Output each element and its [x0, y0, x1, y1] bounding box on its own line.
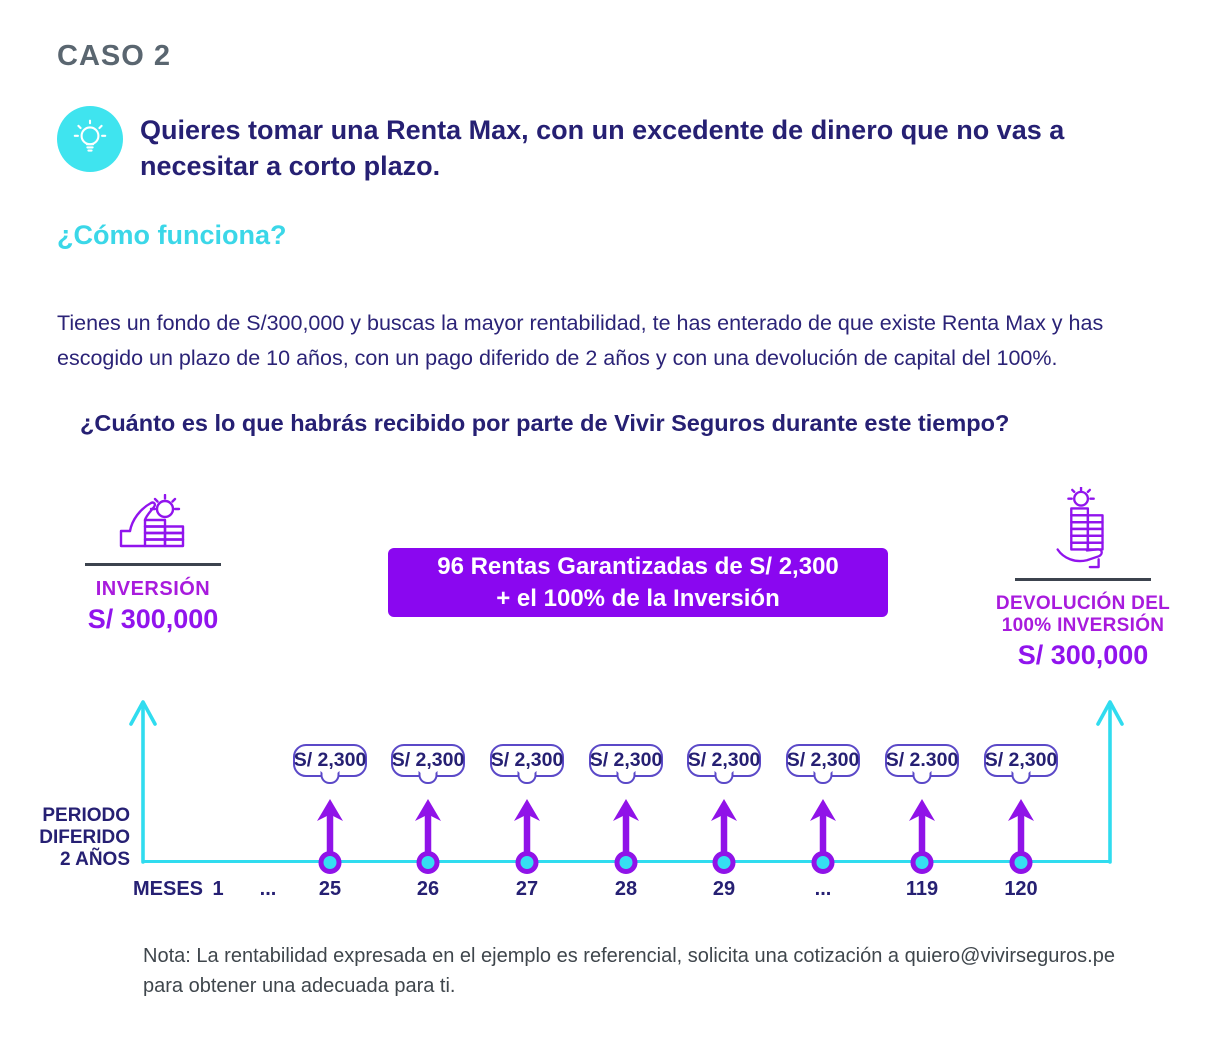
payment-marker: S/ 2.300 119 [882, 744, 962, 909]
month-label: 119 [905, 878, 939, 900]
up-arrow-purple-icon [711, 798, 737, 874]
payment-amount: S/ 2,300 [293, 749, 367, 771]
up-arrow-purple-icon [613, 798, 639, 874]
how-it-works-heading: ¿Cómo funciona? [57, 220, 287, 250]
period-line3: 2 AÑOS [59, 848, 130, 870]
month-1-label: 1 [212, 878, 224, 900]
month-label: 27 [515, 878, 539, 900]
axis-ellipsis: ... [259, 878, 277, 900]
investment-label: INVERSIÓN [95, 578, 211, 600]
footnote: Nota: La rentabilidad expresada en el ej… [143, 945, 1115, 997]
refund-block: DEVOLUCIÓN DEL 100% INVERSIÓN S/ 300,000 [995, 487, 1171, 671]
up-arrow-purple-icon [810, 798, 836, 874]
payment-marker: S/ 2,300 25 [290, 744, 370, 909]
banner-line1: 96 Rentas Garantizadas de S/ 2,300 [437, 553, 839, 581]
payment-marker: S/ 2,300 26 [388, 744, 468, 909]
up-arrow-purple-icon [514, 798, 540, 874]
description-paragraph: Tienes un fondo de S/300,000 y buscas la… [57, 311, 1104, 370]
up-arrow-cyan-icon [129, 700, 157, 864]
up-arrow-cyan-icon [1096, 700, 1124, 864]
divider [85, 563, 221, 566]
payment-amount: S/ 2,300 [589, 749, 663, 771]
period-line2: DIFERIDO [39, 826, 130, 848]
month-label: 29 [712, 878, 736, 900]
payment-amount-bubble: S/ 2.300 [885, 744, 959, 777]
payment-marker: S/ 2,300 120 [981, 744, 1061, 909]
payment-amount-bubble: S/ 2,300 [391, 744, 465, 777]
intro-heading: Quieres tomar una Renta Max, con un exce… [140, 115, 1065, 181]
months-axis-label: MESES [132, 878, 204, 900]
divider [1015, 578, 1151, 581]
refund-amount: S/ 300,000 [1017, 640, 1149, 671]
month-label: 120 [1004, 878, 1038, 900]
investment-amount: S/ 300,000 [87, 604, 219, 634]
payment-amount-bubble: S/ 2,300 [293, 744, 367, 777]
up-arrow-purple-icon [1008, 798, 1034, 874]
hand-holding-coins-sun-icon [1056, 487, 1104, 569]
payment-amount: S/ 2,300 [984, 749, 1058, 771]
hand-coins-sun-icon [119, 494, 185, 548]
payment-amount: S/ 2,300 [786, 749, 860, 771]
payment-amount-bubble: S/ 2,300 [490, 744, 564, 777]
guaranteed-rents-banner: 96 Rentas Garantizadas de S/ 2,300 + el … [388, 548, 888, 617]
payment-marker: S/ 2,300 29 [684, 744, 764, 909]
up-arrow-purple-icon [909, 798, 935, 874]
payment-amount: S/ 2.300 [885, 749, 959, 771]
payment-amount: S/ 2,300 [391, 749, 465, 771]
deferred-period-label: PERIODO DIFERIDO 2 AÑOS [28, 805, 130, 871]
case-title: CASO 2 [57, 40, 171, 72]
payment-amount: S/ 2,300 [490, 749, 564, 771]
investment-block: INVERSIÓN S/ 300,000 [68, 494, 238, 635]
refund-label-line2: 100% INVERSIÓN [1001, 614, 1165, 636]
up-arrow-purple-icon [317, 798, 343, 874]
payment-amount-bubble: S/ 2,300 [687, 744, 761, 777]
banner-line2: + el 100% de la Inversión [496, 584, 780, 612]
up-arrow-purple-icon [415, 798, 441, 874]
month-label: 28 [614, 878, 638, 900]
lightbulb-icon [57, 106, 123, 172]
payment-amount-bubble: S/ 2,300 [984, 744, 1058, 777]
payment-marker: S/ 2,300 ... [783, 744, 863, 909]
refund-label: DEVOLUCIÓN DEL 100% INVERSIÓN [995, 593, 1171, 636]
payment-marker: S/ 2,300 28 [586, 744, 666, 909]
refund-label-line1: DEVOLUCIÓN DEL [995, 593, 1171, 614]
question-heading: ¿Cuánto es lo que habrás recibido por pa… [80, 410, 1010, 436]
month-label: ... [814, 878, 832, 900]
month-label: 26 [416, 878, 440, 900]
payment-amount: S/ 2,300 [687, 749, 761, 771]
payment-marker: S/ 2,300 27 [487, 744, 567, 909]
period-line1: PERIODO [42, 805, 130, 826]
month-label: 25 [318, 878, 342, 900]
payment-amount-bubble: S/ 2,300 [589, 744, 663, 777]
payment-amount-bubble: S/ 2,300 [786, 744, 860, 777]
